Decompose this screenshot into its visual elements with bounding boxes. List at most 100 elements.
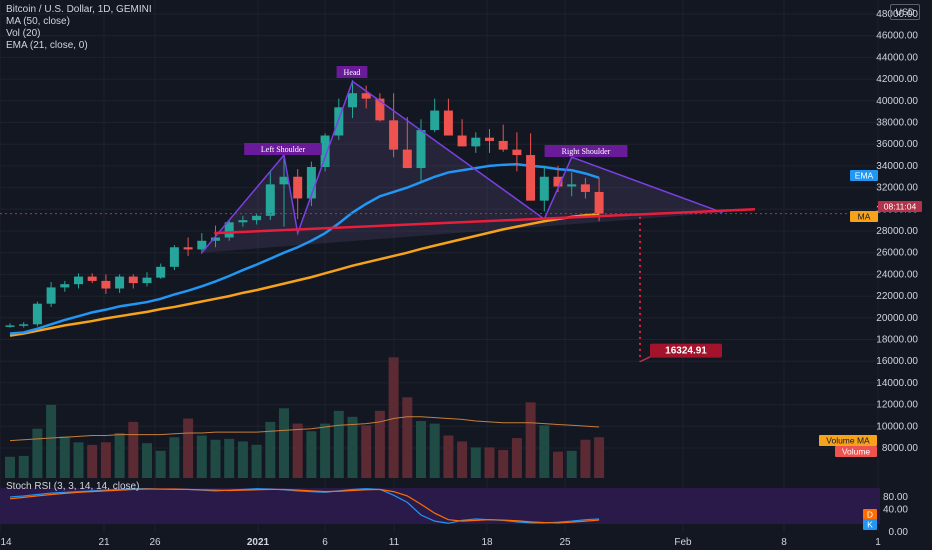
- time-tick: 8: [781, 537, 787, 548]
- price-tick: 10000.00: [876, 421, 918, 432]
- right-shoulder-label: Right Shoulder: [562, 147, 611, 156]
- candle-body[interactable]: [416, 130, 426, 169]
- price-tick: 34000.00: [876, 161, 918, 172]
- price-tick: 16000.00: [876, 356, 918, 367]
- volume-bar: [484, 447, 495, 478]
- candle-body[interactable]: [375, 98, 385, 121]
- candle-body[interactable]: [498, 140, 508, 150]
- price-time-badge: 08:11:04: [884, 202, 917, 212]
- candle-body[interactable]: [320, 135, 330, 167]
- candle-body[interactable]: [101, 280, 111, 289]
- candle-body[interactable]: [32, 303, 42, 325]
- candle-body[interactable]: [197, 240, 207, 250]
- candle-body[interactable]: [279, 176, 289, 185]
- volume-bar: [46, 404, 57, 478]
- price-tick: 36000.00: [876, 139, 918, 150]
- volume-bars: [5, 357, 605, 478]
- candle-body[interactable]: [46, 287, 56, 304]
- legend-ema[interactable]: EMA (21, close, 0): [6, 40, 88, 51]
- target-label-box: [650, 343, 722, 358]
- volume-bar: [251, 444, 262, 478]
- candle-body[interactable]: [457, 135, 467, 147]
- volume-bar: [457, 441, 468, 478]
- legend-symbol[interactable]: Bitcoin / U.S. Dollar, 1D, GEMINI: [6, 4, 152, 15]
- candle-body[interactable]: [553, 176, 563, 187]
- candle-body[interactable]: [19, 324, 29, 326]
- candle-body[interactable]: [60, 284, 70, 288]
- volume-bar: [347, 416, 358, 478]
- candle-body[interactable]: [512, 149, 522, 156]
- price-tick: 42000.00: [876, 74, 918, 85]
- candle-body[interactable]: [430, 110, 440, 131]
- candle-body[interactable]: [156, 266, 166, 278]
- time-tick: 18: [481, 537, 493, 548]
- ma-badge-box: [850, 211, 878, 222]
- pattern-fill: [201, 81, 723, 253]
- candle-body[interactable]: [539, 176, 549, 201]
- candle-body[interactable]: [87, 276, 97, 281]
- stoch-d-line: [9, 488, 600, 524]
- price-tick: 26000.00: [876, 248, 918, 259]
- volume-bar: [128, 421, 139, 478]
- volume-bar: [224, 438, 235, 478]
- price-tick: 18000.00: [876, 335, 918, 346]
- candle-body[interactable]: [567, 184, 577, 187]
- volume-bar: [388, 357, 399, 478]
- legend-vol[interactable]: Vol (20): [6, 28, 41, 39]
- volume-bar: [361, 425, 372, 478]
- candle-body[interactable]: [594, 191, 604, 214]
- volume-bar: [5, 456, 15, 478]
- candle-body[interactable]: [293, 176, 303, 199]
- price-tick: 12000.00: [876, 400, 918, 411]
- volume-bar: [155, 450, 166, 478]
- left-shoulder-label-box: [244, 143, 322, 155]
- volume-bar: [142, 443, 152, 478]
- legend-ma[interactable]: MA (50, close): [6, 16, 70, 27]
- candle-body[interactable]: [265, 184, 275, 216]
- pattern-labels: Left Shoulder Head Right Shoulder: [244, 66, 628, 157]
- candle-body[interactable]: [306, 166, 316, 199]
- candle-body[interactable]: [443, 110, 453, 136]
- target-label[interactable]: 16324.91: [665, 346, 707, 357]
- price-tick: 46000.00: [876, 31, 918, 42]
- neckline[interactable]: [214, 208, 756, 235]
- ema-badge-box: [850, 170, 878, 181]
- candle-body[interactable]: [252, 215, 262, 221]
- price-time-badge-box: [878, 201, 922, 212]
- candles: [5, 80, 604, 328]
- candle-body[interactable]: [361, 93, 371, 99]
- ema-badge: EMA: [855, 171, 874, 181]
- time-tick: 1: [875, 537, 881, 548]
- candle-body[interactable]: [128, 276, 138, 284]
- candle-body[interactable]: [5, 325, 15, 327]
- candle-body[interactable]: [115, 276, 125, 289]
- volume-bar: [100, 442, 111, 478]
- volume-bar: [183, 418, 194, 478]
- candle-body[interactable]: [471, 137, 481, 147]
- volume-bar: [169, 437, 180, 478]
- volume-bar: [210, 439, 221, 478]
- stoch-axis: 80.00 40.00 0.00: [883, 492, 908, 538]
- currency-badge[interactable]: USD: [890, 4, 920, 20]
- price-tick: 8000.00: [882, 443, 919, 454]
- candle-body[interactable]: [238, 220, 248, 223]
- candle-body[interactable]: [485, 137, 494, 141]
- volume-ma-badge: Volume MA: [826, 436, 870, 446]
- candle-body[interactable]: [224, 222, 234, 238]
- candle-body[interactable]: [389, 120, 399, 150]
- candle-body[interactable]: [142, 277, 152, 284]
- volume-bar: [429, 423, 440, 478]
- candle-body[interactable]: [74, 276, 83, 285]
- volume-bar: [87, 444, 98, 478]
- candle-body[interactable]: [402, 149, 412, 169]
- candle-body[interactable]: [211, 237, 220, 241]
- head-shoulders-line: [201, 80, 723, 254]
- volume-bar: [114, 432, 125, 478]
- stoch-title[interactable]: Stoch RSI (3, 3, 14, 14, close): [6, 481, 140, 492]
- candle-body[interactable]: [526, 155, 536, 201]
- candle-body[interactable]: [580, 184, 590, 192]
- candle-body[interactable]: [348, 93, 357, 108]
- candle-body[interactable]: [169, 247, 179, 267]
- candle-body[interactable]: [183, 247, 193, 250]
